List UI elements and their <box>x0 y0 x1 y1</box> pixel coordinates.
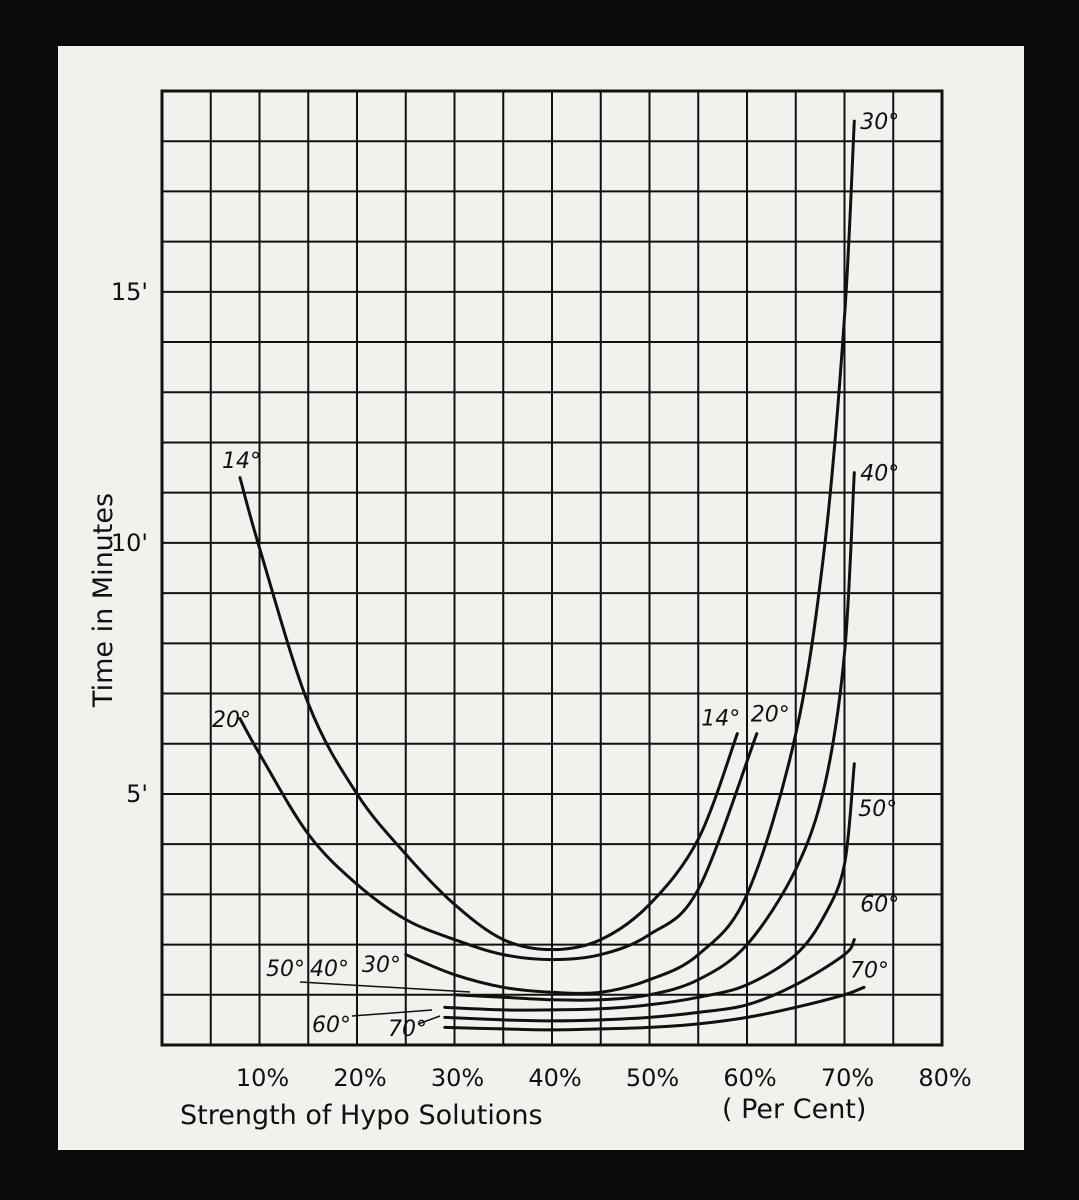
curve-end-label-40: 40° <box>860 462 899 487</box>
curve-end-label-20: 20° <box>751 703 790 728</box>
curve-start-label-40: 40° <box>310 957 349 982</box>
y-tick-labels: 5' 10' 15' <box>111 278 148 808</box>
y-tick-label: 5' <box>126 780 148 808</box>
x-tick-label: 20% <box>333 1064 386 1092</box>
curve-start-label-30: 30° <box>362 953 401 978</box>
x-tick-label: 80% <box>918 1064 971 1092</box>
curves <box>238 119 866 1032</box>
y-tick-label: 10' <box>111 529 148 557</box>
curve-end-label-70: 70° <box>850 958 889 983</box>
x-tick-label: 40% <box>528 1064 581 1092</box>
x-tick-label: 60% <box>723 1064 776 1092</box>
curve-start-label-20: 20° <box>212 708 251 733</box>
label-leader-line <box>351 1009 433 1017</box>
x-tick-label: 50% <box>626 1064 679 1092</box>
curve-60-deg <box>443 938 856 1023</box>
y-tick-label: 15' <box>111 278 148 306</box>
x-tick-label: 30% <box>431 1064 484 1092</box>
x-tick-label: 10% <box>236 1064 289 1092</box>
curve-start-label-14: 14° <box>222 449 261 474</box>
y-axis-title: Time in Minutes <box>88 493 119 708</box>
curve-end-label-50: 50° <box>858 797 897 822</box>
slide-card <box>58 46 1024 1150</box>
curve-14-deg <box>238 476 739 952</box>
curve-labels: 14° 20°30°40°50°60°70°14°20°50° 40° 30°60° 7… <box>212 110 899 1042</box>
label-leader-line <box>299 981 471 993</box>
curve-start-label-70: 70° <box>388 1017 427 1042</box>
curve-20-deg <box>238 717 759 962</box>
plot-frame <box>160 89 944 1047</box>
curve-40-deg <box>453 471 856 1002</box>
x-axis-unit: ( Per Cent) <box>722 1094 866 1125</box>
curve-30-deg <box>404 119 856 995</box>
x-tick-labels: 10% 20% 30% 40% 50% 60% 70% 80% <box>236 1064 972 1092</box>
curve-end-label-60: 60° <box>860 893 899 918</box>
x-tick-label: 70% <box>821 1064 874 1092</box>
curve-end-label-30: 30° <box>860 110 899 135</box>
curve-start-label-60: 60° <box>312 1013 351 1038</box>
curve-end-label-14: 14° <box>701 707 740 732</box>
curve-50-deg <box>443 762 856 1012</box>
label-leader-line <box>417 1015 441 1025</box>
curve-70-deg <box>443 985 866 1032</box>
curve-start-label-50: 50° <box>266 957 305 982</box>
x-axis-title: Strength of Hypo Solutions <box>180 1100 543 1131</box>
